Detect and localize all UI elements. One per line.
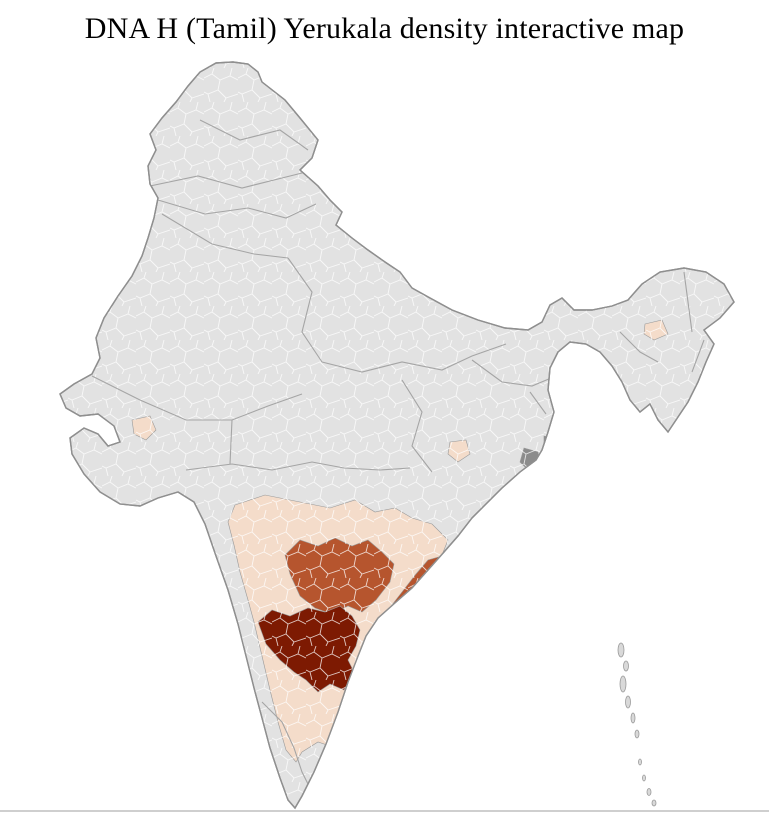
state-boundaries bbox=[91, 119, 705, 793]
district-boundaries-mesh bbox=[60, 62, 734, 808]
india-outline bbox=[59, 61, 735, 810]
page-title: DNA H (Tamil) Yerukala density interacti… bbox=[84, 12, 685, 45]
bottom-divider bbox=[0, 810, 769, 812]
andaman-nicobar-islands bbox=[617, 642, 657, 807]
